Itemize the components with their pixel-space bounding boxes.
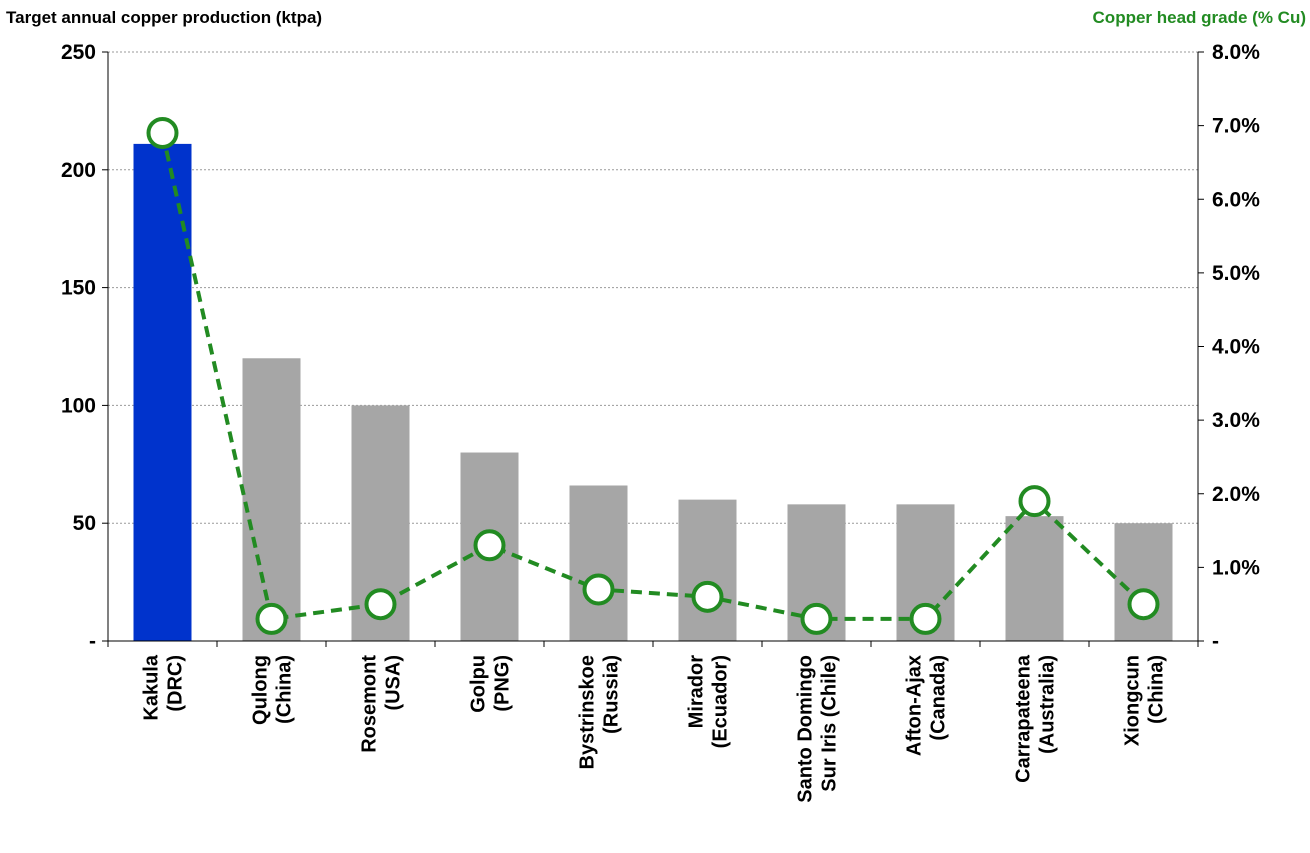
category-label-line: Bystrinskoe [577,655,599,770]
category-label: Bystrinskoe (Russia) [577,655,623,770]
grade-point [364,588,397,621]
grade-point [691,580,724,613]
right-axis-title: Copper head grade (% Cu) [1093,8,1306,27]
category-label-line: Xiongcun [1122,655,1144,746]
category-label-line: (PNG) [492,655,514,712]
left-axis-ticks: - 50 100 150 200 250 [61,41,96,653]
right-tick-label: 7.0% [1212,115,1260,138]
grade-point [582,573,615,606]
category-label-line: (Australia) [1037,655,1059,754]
left-tick-label: 200 [61,159,96,182]
grade-point [909,602,942,635]
category-label-line: (China) [274,655,296,724]
left-tick-label: - [89,630,96,653]
left-tick-label: 100 [61,394,96,417]
grade-point [1127,588,1160,621]
right-tick-label: 8.0% [1212,41,1260,64]
left-axis-title: Target annual copper production (ktpa) [6,8,322,27]
bar [242,358,301,641]
category-label-line: Santo Domingo [795,655,817,803]
grade-point [473,529,506,562]
category-label-line: Qulong [250,655,272,725]
bar [678,499,737,641]
category-label: Golpu (PNG) [468,655,514,713]
bar [133,143,192,641]
category-label-line: (Canada) [928,655,950,741]
right-tick-label: 4.0% [1212,336,1260,359]
category-label-line: Kakula [141,654,163,720]
category-label: Mirador (Ecuador) [686,655,732,749]
right-tick-label: 5.0% [1212,262,1260,285]
category-label-line: Carrapateena [1013,654,1035,783]
right-tick-label: 6.0% [1212,188,1260,211]
bar [1114,523,1173,641]
category-label: Qulong (China) [250,655,296,725]
right-tick-label: 2.0% [1212,483,1260,506]
right-tick-label: - [1212,630,1219,653]
category-label-line: (Ecuador) [710,655,732,748]
category-label-line: (USA) [383,655,405,711]
category-label-line: Golpu [468,655,490,713]
category-label-line: Mirador [686,655,708,729]
left-tick-label: 250 [61,41,96,64]
category-label-line: (Russia) [601,655,623,734]
bar [569,485,628,641]
left-tick-label: 150 [61,277,96,300]
category-label: Afton-Ajax (Canada) [904,655,950,756]
category-label-line: (DRC) [165,655,187,712]
category-label: Santo Domingo Sur Iris (Chile) [795,655,841,803]
right-tick-label: 1.0% [1212,556,1260,579]
category-label: Kakula (DRC) [141,654,187,720]
grade-line [160,132,1145,622]
bar-series [133,143,1173,641]
grade-point [800,602,833,635]
category-label: Rosemont (USA) [359,655,405,753]
category-label: Carrapateena (Australia) [1013,654,1059,783]
right-axis-ticks: - 1.0% 2.0% 3.0% 4.0% 5.0% 6.0% 7.0% 8.0% [1212,41,1260,653]
bar [1005,516,1064,641]
category-labels: Kakula (DRC) Qulong (China) Rosemont (USA) Gol… [141,654,1168,803]
category-label-line: Sur Iris (Chile) [819,655,841,792]
category-label-line: Rosemont [359,655,381,753]
category-label: Xiongcun (China) [1122,655,1168,746]
right-tick-label: 3.0% [1212,409,1260,432]
grade-point [255,602,288,635]
grade-point [146,116,179,149]
grade-point [1018,485,1051,518]
category-label-line: Afton-Ajax [904,655,926,756]
grade-line-series [146,116,1160,635]
axes [102,51,1204,647]
left-tick-label: 50 [73,512,96,535]
category-label-line: (China) [1146,655,1168,724]
